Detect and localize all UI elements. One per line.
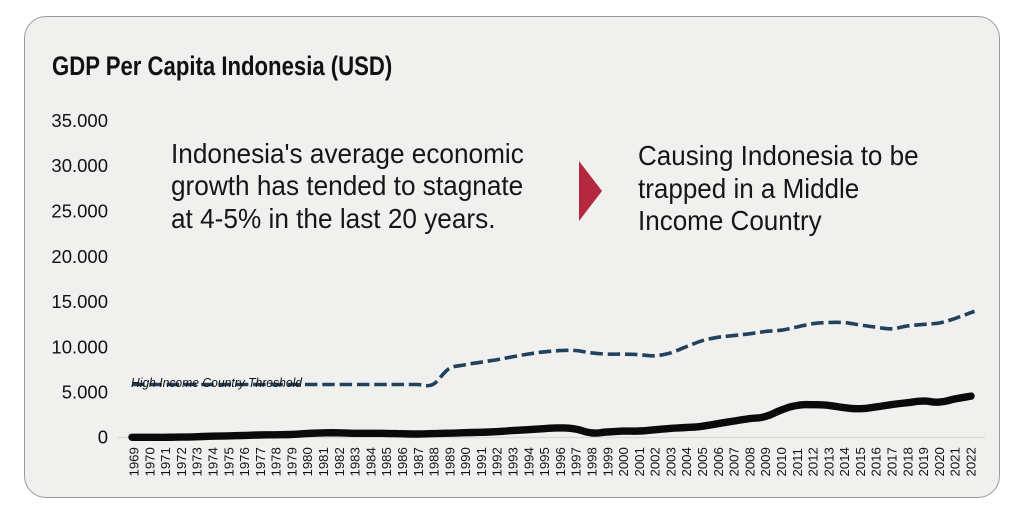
svg-text:2022: 2022 [964,447,979,476]
svg-text:35.000: 35.000 [51,110,108,131]
svg-text:2003: 2003 [663,447,678,476]
svg-text:1996: 1996 [553,447,568,476]
svg-text:2006: 2006 [711,447,726,476]
svg-text:2014: 2014 [837,447,852,476]
svg-text:1980: 1980 [300,447,315,476]
svg-text:2016: 2016 [869,447,884,476]
svg-text:High Income Country Threshold: High Income Country Threshold [131,375,303,390]
svg-text:2017: 2017 [885,447,900,476]
svg-text:2000: 2000 [616,447,631,476]
svg-text:1992: 1992 [490,447,505,476]
svg-text:2015: 2015 [853,447,868,476]
svg-text:1974: 1974 [206,447,221,476]
svg-text:2010: 2010 [774,447,789,476]
svg-text:5.000: 5.000 [62,382,108,403]
svg-text:1998: 1998 [585,447,600,476]
svg-text:2020: 2020 [932,447,947,476]
svg-text:1986: 1986 [395,447,410,476]
svg-text:10.000: 10.000 [51,336,108,357]
svg-text:1969: 1969 [127,447,142,476]
svg-text:2009: 2009 [758,447,773,476]
svg-text:1993: 1993 [506,447,521,476]
svg-text:2012: 2012 [806,447,821,476]
svg-text:1971: 1971 [158,447,173,476]
svg-text:1995: 1995 [537,447,552,476]
svg-text:2021: 2021 [948,447,963,476]
svg-text:1994: 1994 [521,447,536,476]
svg-text:0: 0 [98,427,108,448]
svg-text:25.000: 25.000 [51,201,108,222]
svg-text:2018: 2018 [900,447,915,476]
svg-text:1975: 1975 [221,447,236,476]
svg-text:2011: 2011 [790,448,805,476]
svg-text:1997: 1997 [569,447,584,476]
svg-text:1976: 1976 [237,447,252,476]
svg-text:1978: 1978 [269,447,284,476]
svg-text:1999: 1999 [600,447,615,476]
svg-text:2007: 2007 [727,447,742,476]
svg-text:1984: 1984 [363,447,378,476]
svg-text:2013: 2013 [821,447,836,476]
svg-text:1985: 1985 [379,447,394,476]
svg-text:1988: 1988 [427,447,442,476]
svg-text:1973: 1973 [190,447,205,476]
svg-text:1972: 1972 [174,447,189,476]
svg-text:15.000: 15.000 [51,291,108,312]
svg-text:2005: 2005 [695,447,710,476]
svg-text:1977: 1977 [253,447,268,476]
svg-text:1987: 1987 [411,447,426,476]
svg-text:1982: 1982 [332,447,347,476]
svg-text:1981: 1981 [316,447,331,476]
svg-text:1970: 1970 [142,447,157,476]
svg-text:2002: 2002 [648,447,663,476]
svg-text:2008: 2008 [742,447,757,476]
svg-text:1989: 1989 [442,447,457,476]
svg-text:1990: 1990 [458,447,473,476]
svg-text:2001: 2001 [632,447,647,476]
svg-text:2019: 2019 [916,447,931,476]
svg-text:30.000: 30.000 [51,155,108,176]
svg-text:20.000: 20.000 [51,246,108,267]
svg-text:1991: 1991 [474,447,489,476]
svg-text:2004: 2004 [679,447,694,476]
svg-text:1979: 1979 [284,447,299,476]
svg-text:1983: 1983 [348,447,363,476]
